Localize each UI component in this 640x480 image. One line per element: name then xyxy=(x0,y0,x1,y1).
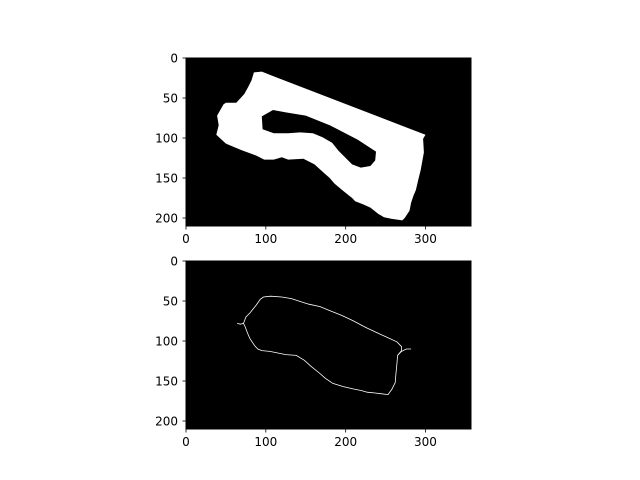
bottom-panel: 0 100 200 300 0 50 100 150 200 xyxy=(155,254,472,449)
x-tick-label: 300 xyxy=(414,435,437,449)
x-tick-label: 200 xyxy=(334,435,357,449)
axes-frame xyxy=(185,57,472,227)
x-tick-label: 300 xyxy=(414,232,437,246)
y-tick-label: 100 xyxy=(155,334,178,348)
y-tick-label: 150 xyxy=(155,374,178,388)
y-tick-label: 200 xyxy=(155,211,178,225)
y-tick-label: 150 xyxy=(155,171,178,185)
y-tick-label: 100 xyxy=(155,131,178,145)
axes-frame xyxy=(185,260,472,430)
y-tick-label: 0 xyxy=(170,51,178,65)
y-tick-label: 0 xyxy=(170,254,178,268)
mask-shape xyxy=(216,71,426,221)
x-tick-label: 200 xyxy=(334,232,357,246)
x-tick-label: 0 xyxy=(182,435,190,449)
y-tick-label: 200 xyxy=(155,414,178,428)
contour-tail-left xyxy=(237,323,244,325)
top-panel: 0 100 200 300 0 50 100 150 200 xyxy=(155,51,472,246)
image-background xyxy=(186,261,471,429)
y-tick-label: 50 xyxy=(163,91,178,105)
contour-line xyxy=(243,295,402,396)
x-tick-label: 100 xyxy=(254,435,277,449)
y-tick-label: 50 xyxy=(163,294,178,308)
contour-tail-right xyxy=(397,348,412,356)
x-tick-label: 0 xyxy=(182,232,190,246)
x-tick-label: 100 xyxy=(254,232,277,246)
